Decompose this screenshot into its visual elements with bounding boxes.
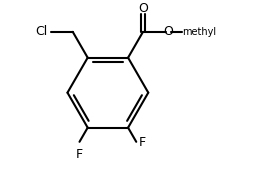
Text: F: F xyxy=(139,136,146,149)
Text: O: O xyxy=(138,2,148,15)
Text: O: O xyxy=(164,25,173,38)
Text: Cl: Cl xyxy=(36,25,48,38)
Text: methyl: methyl xyxy=(182,27,216,37)
Text: F: F xyxy=(76,148,83,161)
